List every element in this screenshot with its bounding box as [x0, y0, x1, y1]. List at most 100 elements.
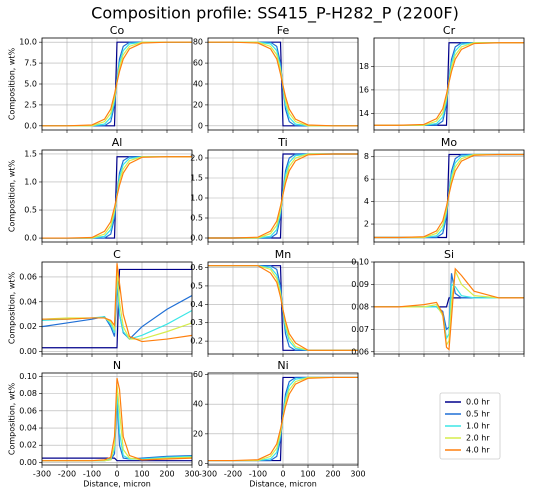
- axes-frame: [373, 261, 525, 355]
- legend-label: 4.0 hr: [466, 446, 490, 455]
- series-line: [42, 457, 192, 462]
- legend-label: 0.5 hr: [466, 410, 490, 419]
- y-tick-label: 0.07: [351, 325, 369, 334]
- subplot-title: Fe: [277, 24, 290, 37]
- series-line: [208, 265, 358, 351]
- x-tick-label: 200: [159, 470, 174, 479]
- y-tick-label: 0.09: [351, 280, 369, 289]
- x-tick-label: 0: [114, 470, 119, 479]
- axes-frame: [207, 37, 359, 131]
- subplot: Ni -300 -200 -100 0 100 200 300 0 20 40 60 Distance,…: [193, 359, 366, 489]
- y-tick-label: 0.08: [19, 389, 37, 398]
- y-tick-label: 40: [193, 400, 203, 409]
- y-tick-label: 0.02: [19, 441, 37, 450]
- y-tick-label: 1.0: [190, 194, 203, 203]
- y-tick-label: 0.0: [24, 121, 37, 130]
- series-line: [42, 263, 192, 343]
- x-tick-label: -300: [199, 470, 217, 479]
- subplot-title: Mo: [441, 136, 457, 149]
- x-tick-label: -100: [249, 470, 267, 479]
- y-tick-label: 18: [359, 62, 369, 71]
- y-tick-label: 5.0: [24, 80, 37, 89]
- y-tick-label: 6: [364, 175, 369, 184]
- y-tick-label: 0.10: [351, 258, 369, 267]
- x-tick-label: 100: [134, 470, 149, 479]
- y-tick-label: 7.5: [24, 59, 37, 68]
- y-tick-label: 0.02: [19, 322, 37, 331]
- axes-frame: [41, 149, 193, 243]
- x-axis-label: Distance, micron: [249, 480, 317, 489]
- series-line: [42, 41, 192, 127]
- y-tick-label: 0: [198, 459, 203, 468]
- axes-frame: [373, 149, 525, 243]
- series-line: [42, 378, 192, 462]
- y-tick-label: 0.5: [190, 281, 203, 290]
- series-line: [208, 376, 358, 462]
- y-axis-label: Composition, wt%: [8, 159, 17, 232]
- y-tick-label: 8: [364, 152, 369, 161]
- subplot: Ti 0.0 0.5 1.0 1.5 2.0: [190, 136, 359, 245]
- subplot-title: N: [113, 359, 121, 372]
- y-tick-label: 0.5: [24, 206, 37, 215]
- y-tick-label: 14: [359, 109, 369, 118]
- subplot: Fe 0 20 40 60 80: [193, 24, 359, 133]
- subplot-title: Si: [444, 248, 454, 261]
- y-axis-label: Composition, wt%: [8, 382, 17, 455]
- subplot-title: Co: [110, 24, 125, 37]
- y-tick-label: 0.0: [24, 234, 37, 243]
- y-tick-label: 0.0: [190, 234, 203, 243]
- y-tick-label: 0.5: [190, 214, 203, 223]
- x-tick-label: 100: [300, 470, 315, 479]
- y-axis-label: Composition, wt%: [8, 47, 17, 120]
- legend-label: 2.0 hr: [466, 434, 490, 443]
- y-tick-label: 0.04: [19, 297, 37, 306]
- subplot: Mo 2 4 6 8: [364, 136, 525, 245]
- y-tick-label: 16: [359, 85, 369, 94]
- y-tick-label: 10.0: [19, 38, 37, 47]
- series-line: [208, 41, 358, 127]
- subplot-title: Mn: [275, 248, 291, 261]
- y-tick-label: 60: [193, 59, 203, 68]
- axes-frame: [207, 372, 359, 466]
- subplot-title: Al: [112, 136, 123, 149]
- x-tick-label: -200: [224, 470, 242, 479]
- subplot: Si 0.06 0.07 0.08 0.09 0.10: [351, 248, 525, 357]
- subplot: Al 0.0 0.5 1.0 1.5 Composition, wt%: [8, 136, 193, 245]
- series-line: [374, 153, 524, 239]
- y-tick-label: 80: [193, 38, 203, 47]
- y-tick-label: 0.10: [19, 372, 37, 381]
- y-tick-label: 1.5: [190, 174, 203, 183]
- subplot: Cr 14 16 18: [359, 24, 525, 133]
- y-tick-label: 40: [193, 80, 203, 89]
- series-line: [42, 268, 192, 349]
- y-tick-label: 0.00: [19, 458, 37, 467]
- axes-frame: [41, 372, 193, 466]
- y-tick-label: 1.0: [24, 177, 37, 186]
- y-tick-label: 0.4: [190, 300, 203, 309]
- subplot: Mn 0.2 0.3 0.4 0.5 0.6: [190, 248, 359, 357]
- y-tick-label: 2.0: [190, 154, 203, 163]
- y-tick-label: 0.08: [351, 302, 369, 311]
- legend-label: 1.0 hr: [466, 422, 490, 431]
- y-tick-label: 0.04: [19, 424, 37, 433]
- series-line: [374, 267, 524, 351]
- axes-frame: [41, 37, 193, 131]
- x-tick-label: -200: [58, 470, 76, 479]
- x-axis-label: Distance, micron: [83, 480, 151, 489]
- series-line: [374, 42, 524, 126]
- y-tick-label: 0: [198, 121, 203, 130]
- y-tick-label: 0.2: [190, 337, 203, 346]
- series-line: [374, 268, 524, 347]
- y-tick-label: 4: [364, 197, 369, 206]
- legend-label: 0.0 hr: [466, 398, 490, 407]
- x-tick-label: 300: [350, 470, 365, 479]
- y-tick-label: 0.3: [190, 318, 203, 327]
- x-tick-label: -300: [33, 470, 51, 479]
- axes-frame: [373, 37, 525, 131]
- y-tick-label: 2.5: [24, 100, 37, 109]
- y-tick-label: 0.06: [351, 347, 369, 356]
- y-tick-label: 0.00: [19, 347, 37, 356]
- subplot-title: C: [113, 248, 121, 261]
- y-axis-label: Composition, wt%: [8, 271, 17, 344]
